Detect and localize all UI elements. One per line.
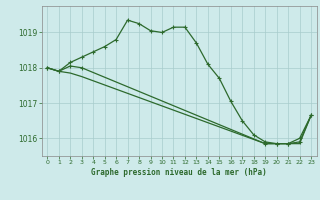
X-axis label: Graphe pression niveau de la mer (hPa): Graphe pression niveau de la mer (hPa)	[91, 168, 267, 177]
